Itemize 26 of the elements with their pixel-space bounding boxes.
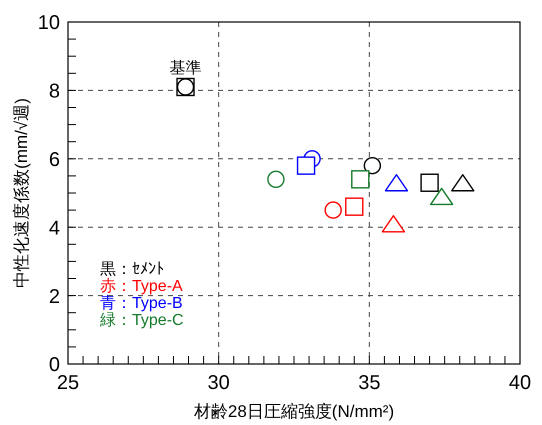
point — [430, 188, 454, 206]
point — [267, 170, 285, 188]
point — [364, 156, 382, 174]
y-axis-title: 中性化速度係数(mm/√週) — [12, 98, 31, 288]
point — [420, 174, 439, 192]
point — [345, 197, 364, 216]
text: 黒：ｾﾒﾝﾄ — [100, 261, 164, 278]
y-tick-label: 6 — [48, 149, 60, 171]
y-tick-label: 4 — [48, 217, 60, 240]
point — [351, 170, 370, 189]
point — [296, 156, 316, 175]
point — [451, 174, 474, 192]
y-tick-label: 10 — [38, 12, 60, 34]
text: 緑：Type-C — [99, 312, 184, 329]
y-tick-label: 2 — [48, 286, 60, 308]
annotation: 基準 — [170, 58, 202, 77]
x-tick-label: 30 — [208, 372, 230, 394]
text: 赤：Type-A — [100, 277, 184, 295]
x-tick-label: 40 — [508, 372, 532, 394]
point — [384, 174, 408, 192]
text: 青：Type-B — [100, 294, 183, 312]
x-axis-title: 材齢28日圧縮強度(N/mm²) — [192, 402, 394, 421]
point — [382, 215, 406, 232]
y-tick-label: 8 — [48, 80, 60, 103]
x-tick-label: 35 — [358, 372, 380, 394]
point — [324, 201, 342, 219]
